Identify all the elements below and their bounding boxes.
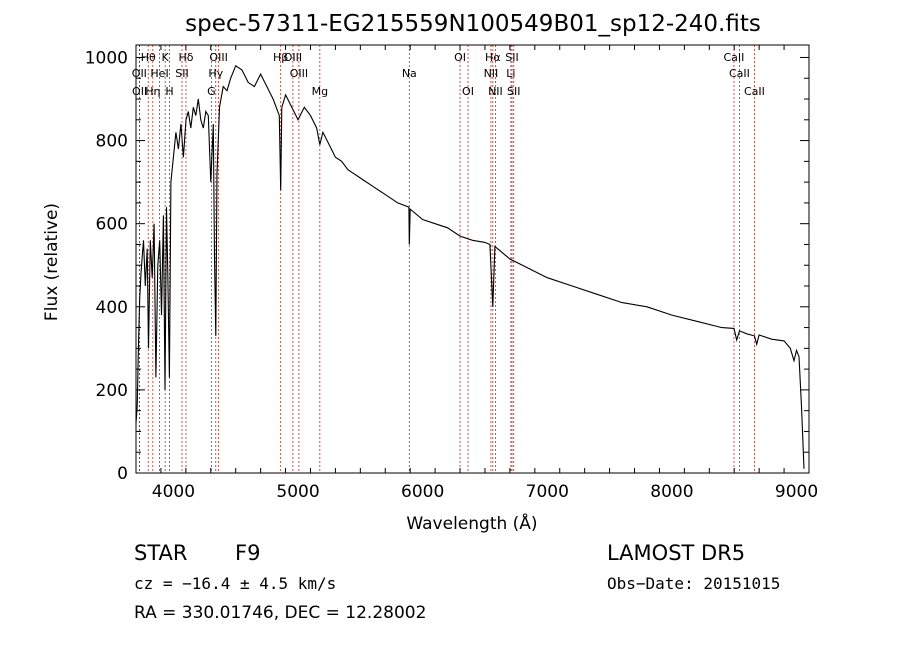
line-label-25: CaII bbox=[724, 51, 745, 64]
line-label-15: G bbox=[207, 85, 216, 98]
line-label-14: Hγ bbox=[208, 67, 223, 80]
x-tick-label: 5000 bbox=[276, 482, 319, 502]
y-tick-label: 400 bbox=[96, 298, 128, 318]
x-axis-label: Wavelength (Å) bbox=[406, 512, 537, 534]
emission-line-markers bbox=[138, 45, 755, 473]
plot-frame bbox=[135, 44, 810, 474]
y-axis: 0 200 400 600 800 1000 bbox=[85, 48, 809, 484]
x-axis: 4000 5000 6000 7000 8000 9000 bbox=[135, 45, 818, 502]
line-label-19: Hα bbox=[485, 51, 501, 64]
line-label-26: CaII bbox=[729, 67, 750, 80]
line-label-23: Li bbox=[506, 67, 515, 80]
spectrum-line bbox=[135, 64, 805, 469]
x-tick-label: 6000 bbox=[401, 482, 444, 502]
line-label-18: OI bbox=[462, 85, 474, 98]
line-label-4: Hθ bbox=[141, 51, 156, 64]
line-label-20: NII bbox=[484, 67, 499, 80]
line-label-11: SII bbox=[175, 67, 188, 80]
y-tick-label: 1000 bbox=[85, 48, 128, 68]
line-label-2: OIII bbox=[290, 67, 308, 80]
radial-velocity: cz = −16.4 ± 4.5 km/s bbox=[134, 574, 337, 593]
x-tick-label: 4000 bbox=[152, 482, 195, 502]
line-label-21: NII bbox=[488, 85, 503, 98]
line-label-17: OI bbox=[454, 51, 466, 64]
y-tick-label: 0 bbox=[117, 464, 128, 484]
y-tick-label: 800 bbox=[96, 132, 128, 152]
line-label-12: Hδ bbox=[178, 51, 193, 64]
line-label-22: SII bbox=[505, 51, 518, 64]
line-label-16: Na bbox=[402, 67, 417, 80]
x-tick-label: 8000 bbox=[650, 482, 693, 502]
line-label-27: CaII bbox=[744, 85, 765, 98]
x-tick-label: 9000 bbox=[775, 482, 818, 502]
observation-date: Obs−Date: 20151015 bbox=[607, 574, 781, 593]
x-tick-label: 7000 bbox=[526, 482, 569, 502]
line-label-8: HeI bbox=[150, 67, 168, 80]
coordinates: RA = 330.01746, DEC = 12.28002 bbox=[134, 603, 427, 623]
line-label-24: SII bbox=[507, 85, 520, 98]
y-axis-label: Flux (relative) bbox=[42, 203, 62, 321]
line-label-9: K bbox=[162, 51, 170, 64]
survey-name: LAMOST DR5 bbox=[607, 541, 746, 565]
chart-title: spec-57311-EG215559N100549B01_sp12-240.f… bbox=[185, 11, 761, 37]
object-class: STAR bbox=[134, 541, 188, 565]
line-label-10: H bbox=[165, 85, 173, 98]
line-label-7: Hη bbox=[145, 85, 160, 98]
line-label-1: OIII bbox=[284, 51, 302, 64]
line-label-0: Hβ bbox=[273, 51, 288, 64]
line-label-13: OIII bbox=[209, 51, 227, 64]
y-tick-label: 600 bbox=[96, 215, 128, 235]
y-tick-label: 200 bbox=[96, 381, 128, 401]
subclass: F9 bbox=[235, 541, 261, 565]
line-label-3: Mg bbox=[312, 85, 328, 98]
